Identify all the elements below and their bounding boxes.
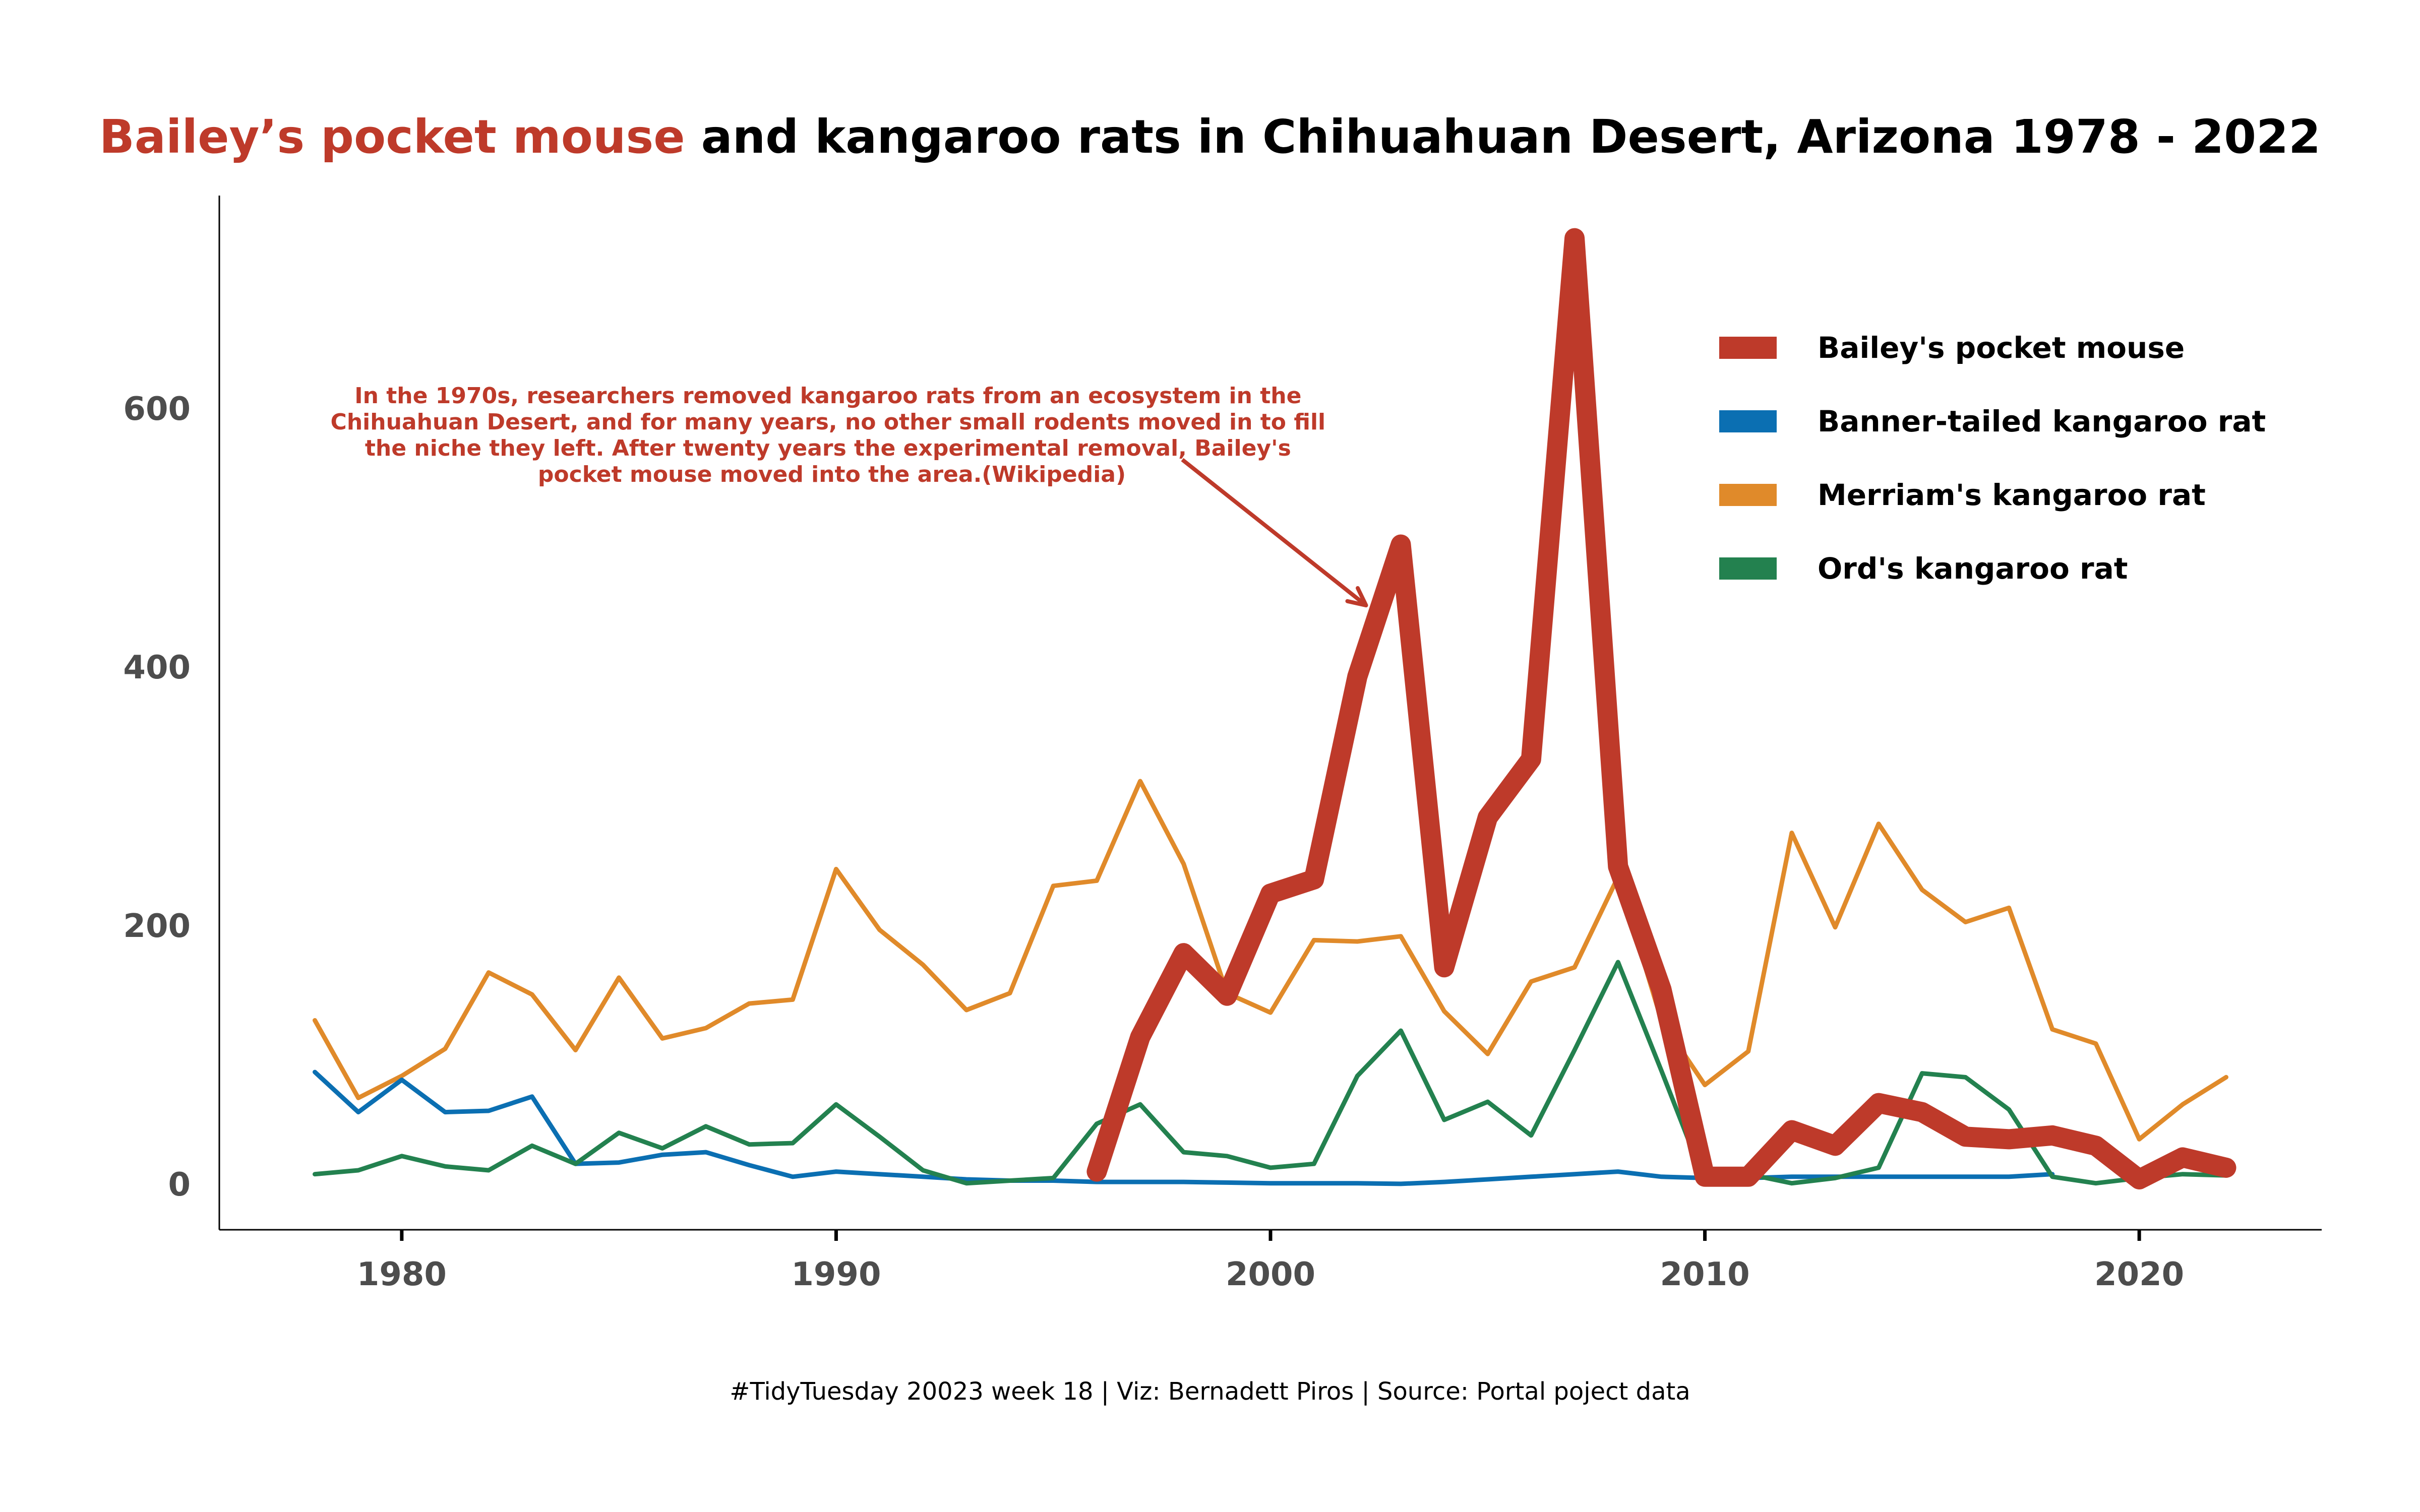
legend-swatch xyxy=(1719,337,1777,359)
annotation-text: In the 1970s, researchers removed kangar… xyxy=(331,383,1334,487)
annotation-line-1: In the 1970s, researchers removed kangar… xyxy=(354,383,1301,409)
legend-label: Banner-tailed kangaroo rat xyxy=(1818,404,2266,438)
legend-label: Ord's kangaroo rat xyxy=(1818,551,2128,586)
y-tick-label: 400 xyxy=(123,649,191,686)
legend-swatch xyxy=(1719,410,1777,432)
series-layer xyxy=(313,228,2236,1189)
annotation-line-2: Chihuahuan Desert, and for many years, n… xyxy=(331,409,1326,435)
y-tick-label: 0 xyxy=(168,1166,191,1204)
annotation: In the 1970s, researchers removed kangar… xyxy=(331,383,1368,608)
x-tick-label: 2000 xyxy=(1226,1256,1315,1293)
x-ticks: 1980 1990 2000 2010 2020 xyxy=(357,1230,2184,1293)
chart-title: Bailey’s pocket mouse and kangaroo rats … xyxy=(99,110,2321,164)
annotation-line-4: pocket mouse moved into the area.(Wikipe… xyxy=(538,462,1126,487)
legend-swatch xyxy=(1719,484,1777,506)
annotation-line-3: the niche they left. After twenty years … xyxy=(365,435,1291,461)
caption: #TidyTuesday 20023 week 18 | Viz: Bernad… xyxy=(730,1377,1690,1406)
y-ticks: 0 200 400 600 xyxy=(123,391,191,1204)
legend-label: Bailey's pocket mouse xyxy=(1818,331,2185,365)
legend-swatch xyxy=(1719,557,1777,580)
x-tick-label: 2010 xyxy=(1660,1256,1750,1293)
x-tick-label: 1980 xyxy=(357,1256,447,1293)
y-tick-label: 600 xyxy=(123,391,191,428)
annotation-arrow-head xyxy=(1345,586,1368,608)
legend-label: Merriam's kangaroo rat xyxy=(1818,478,2206,512)
legend: Bailey's pocket mouse Banner-tailed kanga… xyxy=(1719,331,2266,586)
series-line-bailey-s-pocket-mouse xyxy=(1086,228,2236,1189)
chart-title-rest: and kangaroo rats in Chihuahuan Desert, … xyxy=(685,110,2321,164)
series-line-ord-s-kangaroo-rat xyxy=(313,960,2228,1186)
x-tick-label: 1990 xyxy=(791,1256,881,1293)
x-tick-label: 2020 xyxy=(2094,1256,2184,1293)
annotation-arrow xyxy=(1181,458,1368,607)
y-tick-label: 200 xyxy=(123,908,191,945)
series-line-merriam-s-kangaroo-rat xyxy=(313,779,2228,1142)
chart-title-highlight: Bailey’s pocket mouse xyxy=(99,110,685,164)
